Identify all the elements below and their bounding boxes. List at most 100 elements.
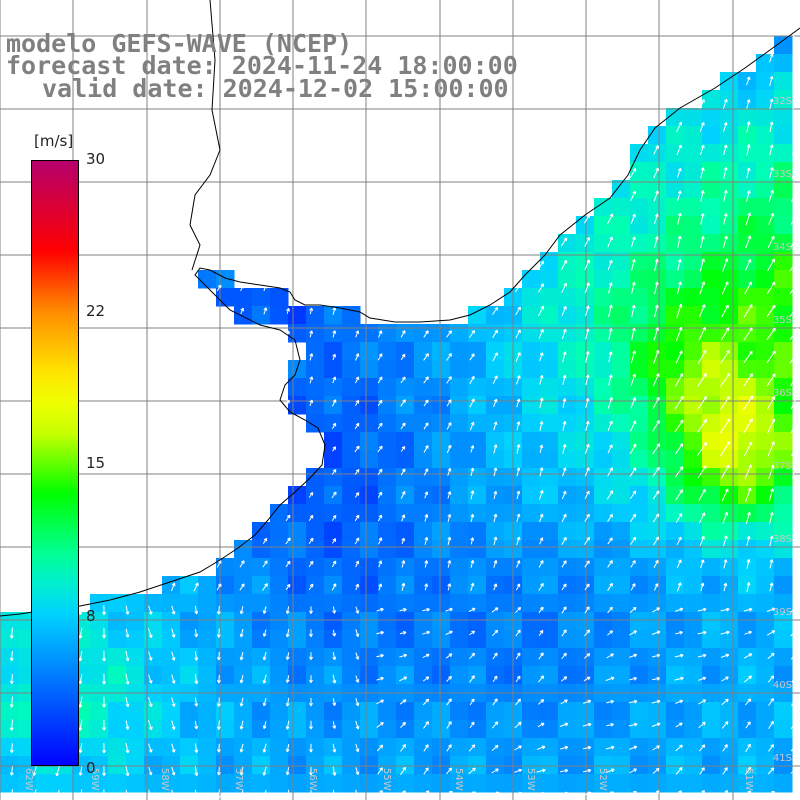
wind-arrow: [515, 652, 521, 660]
wind-arrow: [171, 720, 176, 730]
wind-arrow: [768, 488, 774, 502]
wind-arrow: [768, 212, 775, 225]
wind-speed-cell: [288, 666, 307, 685]
wind-arrow: [102, 627, 107, 639]
wind-arrow: [309, 766, 313, 776]
wind-arrow: [721, 698, 729, 706]
wind-speed-cell: [702, 450, 721, 469]
wind-arrow: [608, 327, 613, 340]
wind-arrow: [559, 745, 569, 750]
lon-label: 58W: [159, 768, 170, 791]
wind-speed-cell: [720, 306, 739, 325]
wind-speed-cell: [468, 378, 487, 397]
wind-speed-cell: [378, 774, 397, 793]
wind-arrow: [493, 421, 498, 431]
wind-arrow: [423, 744, 429, 752]
wind-arrow: [585, 397, 590, 408]
wind-speed-cell: [720, 630, 739, 649]
wind-arrow: [422, 607, 430, 612]
wind-speed-cell: [756, 702, 775, 721]
wind-arrow: [377, 514, 383, 522]
wind-arrow: [745, 743, 751, 753]
wind-speed-cell: [684, 144, 703, 163]
wind-arrow: [746, 76, 751, 86]
wind-speed-cell: [540, 378, 559, 397]
wind-speed-cell: [468, 486, 487, 505]
wind-speed-cell: [378, 360, 397, 379]
wind-arrow: [332, 376, 337, 384]
wind-arrow: [789, 281, 799, 295]
wind-speed-cell: [666, 450, 685, 469]
wind-speed-cell: [108, 774, 127, 793]
wind-speed-cell: [432, 414, 451, 433]
wind-speed-cell: [288, 630, 307, 649]
wind-speed-cell: [378, 648, 397, 667]
wind-arrow: [539, 444, 544, 454]
wind-speed-cell: [360, 702, 379, 721]
wind-speed-cell: [756, 324, 775, 343]
wind-arrow: [331, 491, 337, 499]
wind-arrow: [629, 490, 637, 500]
wind-speed-cell: [486, 612, 505, 631]
wind-speed-cell: [468, 594, 487, 613]
wind-speed-cell: [360, 540, 379, 559]
wind-speed-cell: [468, 774, 487, 793]
wind-speed-cell: [720, 234, 739, 253]
wind-arrow: [582, 745, 592, 750]
wind-arrow: [654, 236, 659, 248]
wind-speed-cell: [774, 450, 793, 469]
wind-arrow: [536, 791, 546, 796]
colorbar: [31, 160, 79, 766]
wind-speed-cell: [414, 504, 433, 523]
wind-speed-cell: [522, 486, 541, 505]
wind-arrow: [768, 464, 775, 480]
wind-speed-cell: [576, 324, 595, 343]
wind-speed-cell: [216, 576, 235, 595]
wind-arrow: [376, 630, 385, 635]
wind-speed-cell: [252, 720, 271, 739]
wind-arrow: [354, 537, 360, 545]
wind-speed-cell: [576, 288, 595, 307]
wind-speed-cell: [468, 720, 487, 739]
wind-speed-cell: [252, 612, 271, 631]
wind-speed-cell: [720, 738, 739, 757]
wind-arrow: [537, 699, 545, 705]
wind-arrow: [792, 75, 797, 87]
wind-arrow: [194, 766, 199, 777]
wind-arrow: [745, 235, 752, 249]
wind-speed-cell: [234, 774, 253, 793]
wind-speed-cell: [396, 594, 415, 613]
wind-arrow: [674, 395, 684, 410]
wind-speed-cell: [576, 342, 595, 361]
wind-arrow: [629, 167, 637, 178]
wind-arrow: [653, 167, 659, 179]
wind-arrow: [539, 467, 544, 477]
wind-arrow: [768, 744, 774, 752]
wind-speed-cell: [594, 702, 613, 721]
wind-speed-cell: [450, 486, 469, 505]
wind-arrow: [309, 606, 313, 614]
wind-speed-cell: [630, 198, 649, 217]
wind-arrow: [32, 766, 37, 776]
wind-speed-cell: [270, 558, 289, 577]
wind-arrow: [699, 767, 705, 775]
wind-speed-cell: [630, 666, 649, 685]
wind-speed-cell: [486, 648, 505, 667]
wind-speed-cell: [360, 738, 379, 757]
wind-speed-cell: [270, 702, 289, 721]
wind-speed-cell: [144, 702, 163, 721]
wind-speed-cell: [756, 144, 775, 163]
wind-speed-cell: [306, 648, 325, 667]
wind-speed-cell: [540, 594, 559, 613]
wind-speed-cell: [576, 702, 595, 721]
wind-speed-cell: [630, 558, 649, 577]
wind-speed-cell: [378, 486, 397, 505]
wind-speed-cell: [540, 558, 559, 577]
wind-speed-cell: [468, 648, 487, 667]
wind-speed-cell: [774, 198, 793, 217]
wind-speed-cell: [288, 324, 307, 343]
wind-arrow: [399, 676, 408, 682]
wind-speed-cell: [414, 396, 433, 415]
wind-speed-cell: [774, 594, 793, 613]
wind-speed-cell: [630, 540, 649, 559]
